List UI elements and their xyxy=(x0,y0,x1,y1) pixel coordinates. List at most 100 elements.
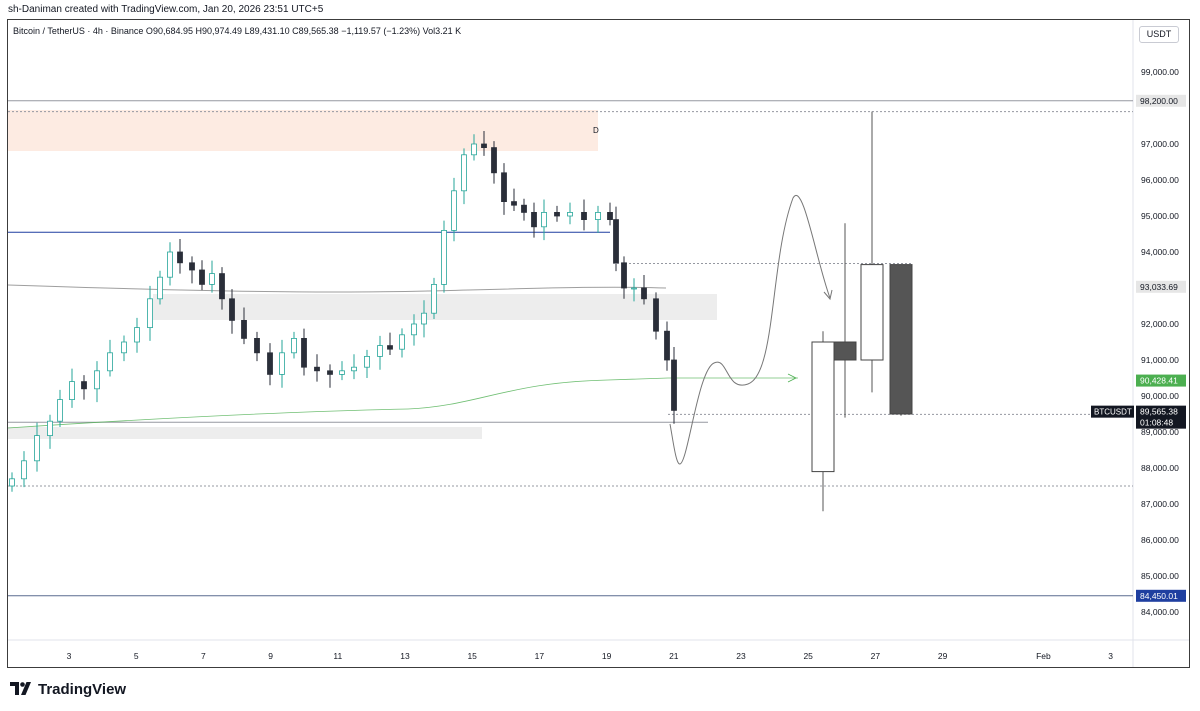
ohlc-close: 89,565.38 xyxy=(298,26,339,36)
candle-body xyxy=(339,370,345,375)
price-label-text: 84,450.01 xyxy=(1140,591,1178,601)
candle-body xyxy=(653,298,659,332)
candle-body xyxy=(57,399,63,422)
time-tick-label: 25 xyxy=(803,651,813,661)
volume-key: Vol xyxy=(422,26,436,36)
candle-body xyxy=(664,330,670,361)
projection-candle-body xyxy=(860,264,884,361)
candle-body xyxy=(451,190,457,231)
candle-body xyxy=(69,381,75,401)
ohlc-low-key: L xyxy=(244,26,250,36)
candle-body xyxy=(607,211,613,220)
price-tick-label: 94,000.00 xyxy=(1141,247,1179,257)
price-tick-label: 86,000.00 xyxy=(1141,535,1179,545)
time-tick-label: 9 xyxy=(268,651,273,661)
projection-arrow-head xyxy=(823,289,833,301)
time-tick-label: 5 xyxy=(134,651,139,661)
candle-body xyxy=(301,337,307,368)
price-tick-label: 89,000.00 xyxy=(1141,427,1179,437)
candle-body xyxy=(521,204,527,213)
candle-body xyxy=(377,345,383,357)
candle-body xyxy=(21,460,27,480)
symbol-tag-box xyxy=(1091,405,1134,418)
candle-body xyxy=(613,219,619,264)
ohlc-high: 90,974.49 xyxy=(202,26,243,36)
price-tick-label: 87,000.00 xyxy=(1141,499,1179,509)
price-label-box xyxy=(1136,94,1186,107)
candle-body xyxy=(441,229,447,285)
time-tick-label: 3 xyxy=(1108,651,1113,661)
time-tick-label: 15 xyxy=(467,651,477,661)
gray-zone-lower xyxy=(8,427,482,439)
candle-body xyxy=(189,262,195,271)
projection-candle-body xyxy=(889,264,913,415)
chart-panel[interactable]: D 99,000.00 97,000.00 96,000.00 95,000.00 94,… xyxy=(7,19,1190,668)
volume-value: 3.21 K xyxy=(435,26,462,36)
price-label-box xyxy=(1136,589,1186,602)
currency-selector[interactable]: USDT xyxy=(1139,26,1179,43)
candle-body xyxy=(107,352,113,372)
price-label-box xyxy=(1136,374,1186,387)
ohlc-close-key: C xyxy=(292,26,299,36)
moving-average-green xyxy=(8,377,798,429)
candle-body xyxy=(399,334,405,350)
candle-body xyxy=(554,211,560,217)
candle-body xyxy=(531,211,537,228)
candle-body xyxy=(241,319,247,339)
candle-body xyxy=(631,287,637,290)
candle-body xyxy=(364,355,370,368)
chart-canvas[interactable]: D 99,000.00 97,000.00 96,000.00 95,000.00 94,… xyxy=(8,20,1189,667)
candle-body xyxy=(121,341,127,354)
time-tick-label: 27 xyxy=(871,651,881,661)
ohlc-high-key: H xyxy=(195,26,203,36)
price-tick-label: 88,000.00 xyxy=(1141,463,1179,473)
symbol-name[interactable]: Bitcoin / TetherUS · 4h · Binance xyxy=(13,26,144,36)
ma-arrow-head xyxy=(787,373,797,383)
price-tick-label: 91,000.00 xyxy=(1141,355,1179,365)
time-tick-label: 13 xyxy=(400,651,410,661)
projection-path xyxy=(669,194,831,465)
tradingview-logo-icon xyxy=(10,682,31,695)
ohlc-change: −1,119.57 (−1.23%) xyxy=(341,26,421,36)
time-tick-label: 7 xyxy=(201,651,206,661)
price-label-box xyxy=(1136,416,1186,429)
time-tick-label: 3 xyxy=(67,651,72,661)
candle-body xyxy=(267,352,273,375)
candle-body xyxy=(387,345,393,350)
price-tick-label: 97,000.00 xyxy=(1141,139,1179,149)
candle-body xyxy=(327,370,333,375)
price-tick-label: 90,000.00 xyxy=(1141,391,1179,401)
price-tick-label: 84,000.00 xyxy=(1141,607,1179,617)
time-tick-label: 21 xyxy=(669,651,679,661)
candle-body xyxy=(279,352,285,375)
candle-body xyxy=(595,211,601,220)
zone-label: D xyxy=(593,126,599,135)
price-tick-label: 85,000.00 xyxy=(1141,571,1179,581)
price-tick-label: 92,000.00 xyxy=(1141,319,1179,329)
symbol-tag: BTCUSDT xyxy=(1094,408,1132,417)
candle-body xyxy=(254,337,260,354)
candle-body xyxy=(431,283,437,314)
candle-body xyxy=(177,251,183,264)
supply-zone xyxy=(8,110,598,151)
time-tick-label: Feb xyxy=(1036,651,1051,661)
footer: TradingView xyxy=(10,679,126,699)
price-label-text: 01:08:48 xyxy=(1140,418,1173,428)
candle-body xyxy=(34,435,40,462)
candle-body xyxy=(81,381,87,390)
candle-body xyxy=(411,323,417,336)
candle-body xyxy=(47,420,53,437)
candle-body xyxy=(511,201,517,206)
price-label-text: 89,565.38 xyxy=(1140,407,1178,417)
candle-body xyxy=(567,211,573,217)
candle-body xyxy=(471,143,477,156)
candle-body xyxy=(291,337,297,354)
projection-candle-body xyxy=(811,341,835,473)
price-tick-label: 95,000.00 xyxy=(1141,211,1179,221)
symbol-legend: Bitcoin / TetherUS · 4h · Binance O90,68… xyxy=(13,26,461,36)
candle-body xyxy=(351,366,357,372)
candle-body xyxy=(541,211,547,228)
price-tick-label: 99,000.00 xyxy=(1141,67,1179,77)
time-tick-label: 29 xyxy=(938,651,948,661)
candle-body xyxy=(147,298,153,328)
